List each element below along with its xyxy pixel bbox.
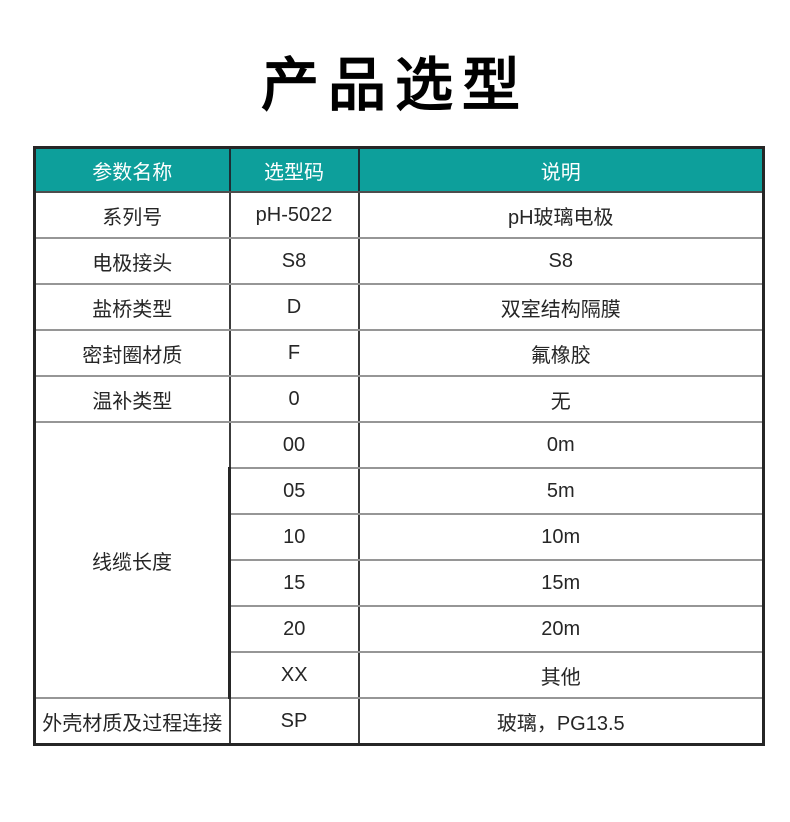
- table-row: 线缆长度 00 0m: [33, 421, 765, 699]
- code-cell: 0: [228, 375, 360, 423]
- param-cell: 系列号: [33, 191, 231, 239]
- desc-cell: 5m: [357, 467, 765, 515]
- desc-cell: 0m: [357, 421, 765, 469]
- code-cell: 10: [228, 513, 360, 561]
- param-cell: 盐桥类型: [33, 283, 231, 331]
- header-cell-param: 参数名称: [33, 146, 231, 193]
- table-row: 盐桥类型 D 双室结构隔膜: [33, 283, 765, 331]
- code-cell: D: [228, 283, 360, 331]
- code-cell: SP: [228, 697, 360, 746]
- table-row: 20 20m: [35, 605, 765, 653]
- desc-cell: 10m: [357, 513, 765, 561]
- desc-cell: 氟橡胶: [357, 329, 765, 377]
- code-cell: XX: [228, 651, 360, 699]
- param-cell: 外壳材质及过程连接: [33, 697, 231, 746]
- desc-cell: 15m: [357, 559, 765, 607]
- param-cell: 电极接头: [33, 237, 231, 285]
- header-cell-desc: 说明: [357, 146, 765, 193]
- desc-cell: pH玻璃电极: [357, 191, 765, 239]
- table-row: 10 10m: [35, 513, 765, 561]
- table-row: 05 5m: [35, 467, 765, 515]
- code-cell: F: [228, 329, 360, 377]
- desc-cell: S8: [357, 237, 765, 285]
- desc-cell: 双室结构隔膜: [357, 283, 765, 331]
- table-row: 电极接头 S8 S8: [33, 237, 765, 285]
- desc-cell: 玻璃，PG13.5: [357, 697, 765, 746]
- header-cell-code: 选型码: [228, 146, 360, 193]
- code-cell: S8: [228, 237, 360, 285]
- table-row: XX 其他: [35, 651, 765, 699]
- table-row: 密封圈材质 F 氟橡胶: [33, 329, 765, 377]
- table-row: 系列号 pH-5022 pH玻璃电极: [33, 191, 765, 239]
- code-cell: pH-5022: [228, 191, 360, 239]
- code-cell: 20: [228, 605, 360, 653]
- desc-cell: 无: [357, 375, 765, 423]
- page-title: 产品选型: [260, 53, 529, 118]
- table-row: 温补类型 0 无: [33, 375, 765, 423]
- table-row: 外壳材质及过程连接 SP 玻璃，PG13.5: [33, 697, 765, 746]
- code-cell: 00: [228, 421, 360, 469]
- param-cell-cable-length: 线缆长度: [33, 421, 231, 699]
- code-cell: 15: [228, 559, 360, 607]
- param-cell: 密封圈材质: [33, 329, 231, 377]
- code-cell: 05: [228, 467, 360, 515]
- table-header-row: 参数名称 选型码 说明: [33, 146, 765, 193]
- desc-cell: 其他: [357, 651, 765, 699]
- desc-cell: 20m: [357, 605, 765, 653]
- table-row: 15 15m: [35, 559, 765, 607]
- spec-table: 参数名称 选型码 说明 系列号 pH-5022 pH玻璃电极 电极接头 S8 S…: [33, 146, 765, 746]
- param-cell: 温补类型: [33, 375, 231, 423]
